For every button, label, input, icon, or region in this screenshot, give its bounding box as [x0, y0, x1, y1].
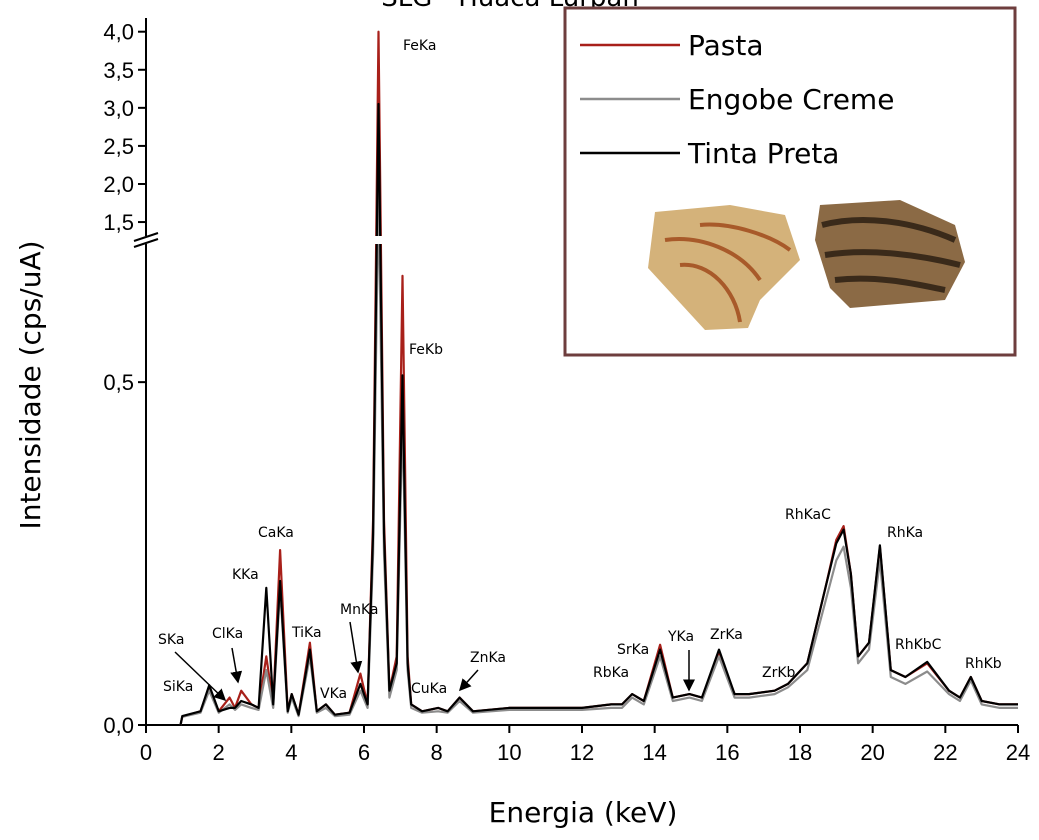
- peak-label: ZrKb: [762, 665, 796, 681]
- peak-label: KKa: [232, 567, 259, 583]
- y-tick-label: 1,5: [103, 210, 134, 235]
- legend: Pasta Engobe Creme Tinta Preta: [580, 29, 894, 170]
- annotation-arrow: [349, 621, 363, 674]
- x-tick-label: 10: [497, 740, 521, 765]
- x-tick-label: 24: [1006, 740, 1030, 765]
- y-axis-label: Intensidade (cps/uA): [14, 240, 47, 529]
- peak-label: FeKb: [409, 342, 443, 358]
- inset-box: [563, 6, 1017, 357]
- x-tick-label: 16: [715, 740, 739, 765]
- x-tick-label: 22: [933, 740, 957, 765]
- y-tick-label: 3,0: [103, 96, 134, 121]
- x-tick-label: 2: [213, 740, 225, 765]
- peak-label: SiKa: [163, 679, 193, 695]
- x-axis-label: Energia (keV): [489, 796, 678, 829]
- peak-label: RhKa: [887, 525, 923, 541]
- legend-label: Pasta: [688, 29, 764, 62]
- sherd-1-paint: [664, 222, 792, 323]
- peak-label: CuKa: [411, 681, 447, 697]
- plot-area: 0 2 4 6 8 10 12 14 16 18 20 22 240,00,51,52,02,53,03…: [103, 18, 1030, 765]
- y-tick-label: 0,0: [103, 713, 134, 738]
- sherd-photos: [648, 200, 965, 330]
- peak-label: RhKbC: [895, 637, 942, 653]
- sherd-2-paint: [821, 217, 961, 293]
- peak-label: FeKa: [403, 38, 436, 54]
- peak-label: SKa: [158, 632, 184, 648]
- x-tick-label: 20: [860, 740, 884, 765]
- x-tick-label: 6: [358, 740, 370, 765]
- axis-break-mark: [133, 232, 159, 248]
- y-tick-label: 4,0: [103, 20, 134, 45]
- peak-label: YKa: [667, 629, 694, 645]
- x-tick-label: 8: [431, 740, 443, 765]
- legend-label: Tinta Preta: [687, 137, 839, 170]
- y-tick-label: 3,5: [103, 58, 134, 83]
- peak-label: RhKaC: [785, 507, 831, 523]
- y-tick-label: 2,0: [103, 172, 134, 197]
- peak-label: RbKa: [593, 665, 629, 681]
- peak-label: CaKa: [258, 525, 294, 541]
- legend-label: Engobe Creme: [688, 83, 894, 116]
- peak-label: MnKa: [340, 602, 378, 618]
- annotation-arrow: [230, 647, 243, 684]
- x-tick-label: 18: [788, 740, 812, 765]
- spectrum-line: [179, 102, 1018, 726]
- peak-label: TiKa: [291, 625, 322, 641]
- y-tick-label: 2,5: [103, 134, 134, 159]
- y-tick-label: 0,5: [103, 370, 134, 395]
- x-tick-label: 0: [140, 740, 152, 765]
- x-tick-label: 12: [570, 740, 594, 765]
- peak-label: VKa: [320, 686, 347, 702]
- peak-label: RhKb: [965, 656, 1002, 672]
- peak-label: ClKa: [212, 626, 243, 642]
- annotation-arrow: [458, 669, 479, 692]
- annotation-arrow: [174, 651, 227, 702]
- x-tick-label: 4: [285, 740, 297, 765]
- peak-label: ZrKa: [710, 627, 743, 643]
- x-tick-label: 14: [642, 740, 666, 765]
- peak-label: SrKa: [617, 642, 649, 658]
- peak-label: ZnKa: [470, 650, 506, 666]
